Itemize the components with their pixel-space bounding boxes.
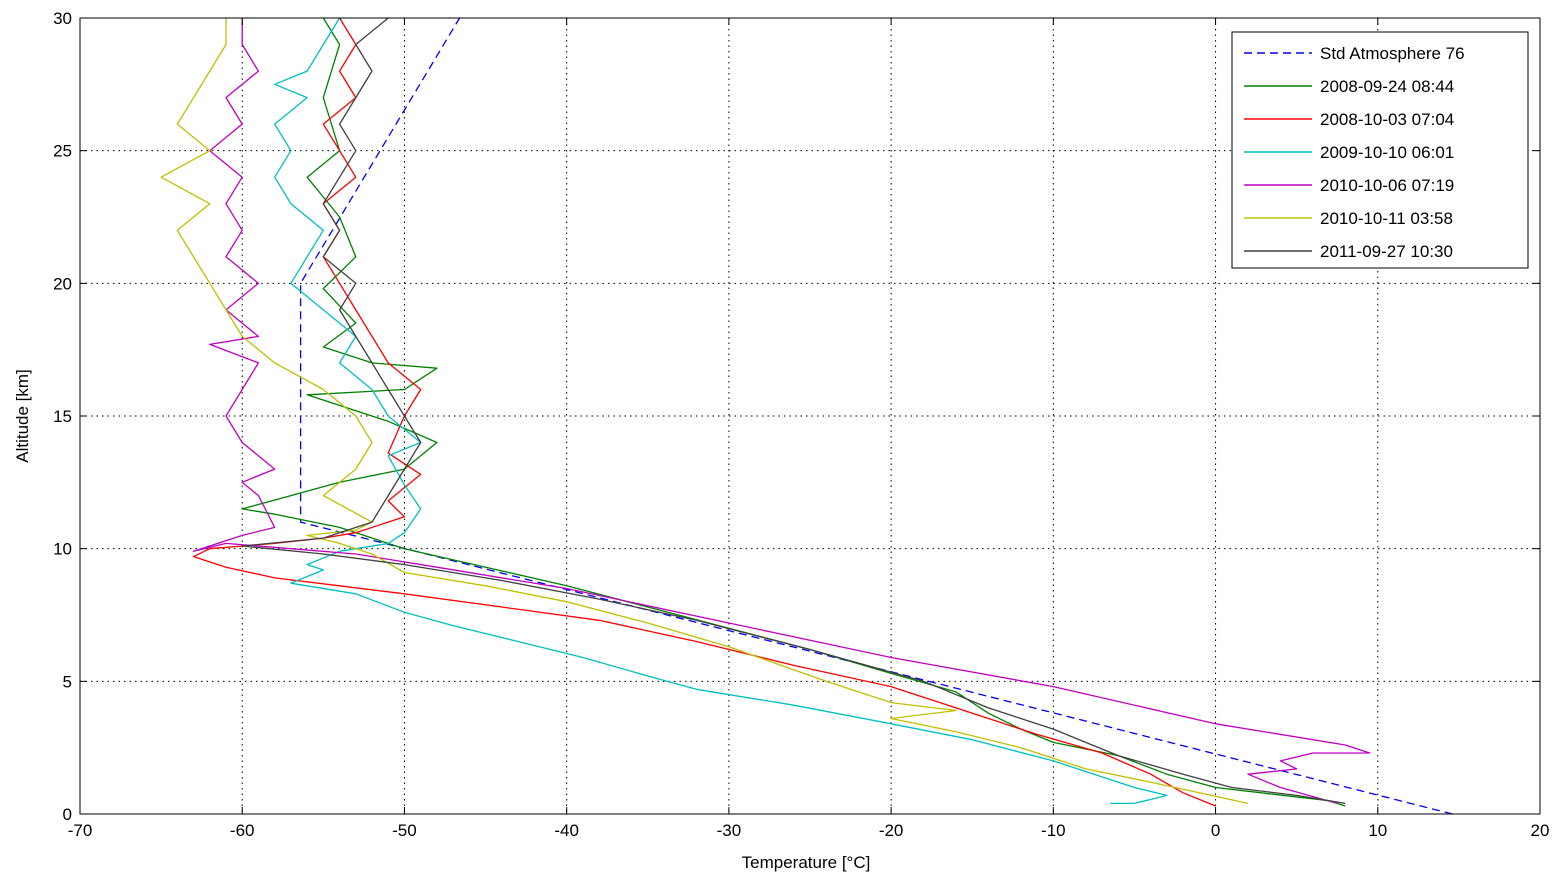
series-line-4 bbox=[192, 18, 1371, 805]
y-tick-label: 30 bbox=[53, 9, 72, 28]
legend-label: 2008-09-24 08:44 bbox=[1320, 77, 1454, 96]
x-tick-label: -20 bbox=[879, 821, 904, 840]
x-tick-label: -60 bbox=[230, 821, 255, 840]
legend-box bbox=[1231, 31, 1529, 269]
x-tick-label: -10 bbox=[1041, 821, 1066, 840]
legend: Std Atmosphere 76 2008-09-24 08:44 2008-10… bbox=[1231, 31, 1529, 269]
axis-ticks: -70 -60 -50 -40 -30 -20 -10 0 10 20 0 5 10 15 20 25 30 bbox=[53, 9, 1549, 840]
series-line-6 bbox=[241, 17, 1346, 805]
series-line-1 bbox=[241, 17, 1346, 807]
y-tick-label: 20 bbox=[53, 274, 72, 293]
legend-label: 2011-09-27 10:30 bbox=[1320, 242, 1453, 261]
x-tick-label: -50 bbox=[392, 821, 417, 840]
x-tick-label: 0 bbox=[1211, 821, 1220, 840]
legend-label: 2010-10-06 07:19 bbox=[1320, 176, 1454, 195]
x-axis-label: Temperature [°C] bbox=[742, 853, 871, 872]
x-tick-label: -30 bbox=[717, 821, 742, 840]
y-tick-label: 25 bbox=[53, 142, 72, 161]
legend-label: 2009-10-10 06:01 bbox=[1320, 143, 1454, 162]
y-tick-label: 15 bbox=[53, 407, 72, 426]
series-line-0 bbox=[299, 17, 1453, 815]
y-tick-label: 10 bbox=[53, 540, 72, 559]
x-tick-label: -40 bbox=[554, 821, 579, 840]
x-tick-label: -70 bbox=[68, 821, 93, 840]
legend-label: 2010-10-11 03:58 bbox=[1320, 209, 1453, 228]
x-tick-label: 20 bbox=[1531, 821, 1550, 840]
series-line-2 bbox=[192, 17, 1216, 807]
legend-label: Std Atmosphere 76 bbox=[1320, 44, 1465, 63]
legend-label: 2008-10-03 07:04 bbox=[1320, 110, 1454, 129]
y-axis-label: Altitude [km] bbox=[13, 369, 32, 463]
y-tick-label: 5 bbox=[63, 672, 72, 691]
series-line-3 bbox=[274, 17, 1168, 805]
y-tick-label: 0 bbox=[63, 805, 72, 824]
x-tick-label: 10 bbox=[1368, 821, 1387, 840]
series-lines bbox=[160, 17, 1453, 815]
